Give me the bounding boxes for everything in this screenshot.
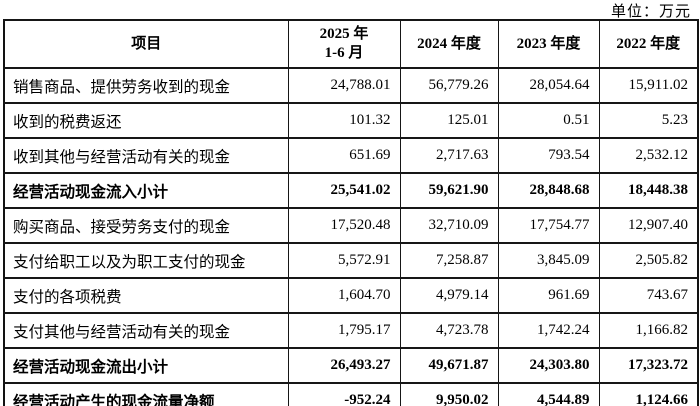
value-cell: 12,907.40 [598,207,699,244]
value-cell: 24,788.01 [287,67,401,104]
table-row-subtotal-inflow: 经营活动现金流入小计 25,541.02 59,621.90 28,848.68… [3,172,699,209]
column-header-2022: 2022 年度 [598,19,699,69]
column-header-2023: 2023 年度 [497,19,600,69]
value-cell: 24,303.80 [497,347,600,384]
table-row: 销售商品、提供劳务收到的现金 24,788.01 56,779.26 28,05… [3,67,699,104]
value-cell: 1,124.66 [598,382,699,406]
value-cell: 651.69 [287,137,401,174]
column-header-item: 项目 [3,19,289,69]
unit-label: 单位：万元 [610,4,691,20]
value-cell: 3,845.09 [497,242,600,279]
value-cell: 5,572.91 [287,242,401,279]
value-cell: 15,911.02 [598,67,699,104]
table-row: 收到的税费返还 101.32 125.01 0.51 5.23 [3,102,699,139]
value-cell: 28,054.64 [497,67,600,104]
row-item-label: 销售商品、提供劳务收到的现金 [3,67,289,104]
value-cell: 1,742.24 [497,312,600,349]
value-cell: 4,723.78 [399,312,499,349]
value-cell: -952.24 [287,382,401,406]
value-cell: 4,979.14 [399,277,499,314]
value-cell: 26,493.27 [287,347,401,384]
row-item-label: 支付的各项税费 [3,277,289,314]
value-cell: 17,323.72 [598,347,699,384]
value-cell: 17,754.77 [497,207,600,244]
value-cell: 793.54 [497,137,600,174]
value-cell: 32,710.09 [399,207,499,244]
value-cell: 125.01 [399,102,499,139]
column-header-2025h1-line1: 2025 年 [319,26,369,42]
table-row-net-cash-flow: 经营活动产生的现金流量净额 -952.24 9,950.02 4,544.89 … [3,382,699,406]
value-cell: 17,520.48 [287,207,401,244]
value-cell: 18,448.38 [598,172,699,209]
table-row-subtotal-outflow: 经营活动现金流出小计 26,493.27 49,671.87 24,303.80… [3,347,699,384]
column-header-2024: 2024 年度 [399,19,499,69]
value-cell: 743.67 [598,277,699,314]
column-header-2025h1-line2: 1-6 月 [324,45,364,61]
value-cell: 2,532.12 [598,137,699,174]
value-cell: 7,258.87 [399,242,499,279]
value-cell: 25,541.02 [287,172,401,209]
column-header-2025h1: 2025 年 1-6 月 [287,19,401,69]
row-item-label: 收到其他与经营活动有关的现金 [3,137,289,174]
table-row: 支付给职工以及为职工支付的现金 5,572.91 7,258.87 3,845.… [3,242,699,279]
header-row: 项目 2025 年 1-6 月 2024 年度 2023 年度 2022 年度 [3,19,699,69]
value-cell: 49,671.87 [399,347,499,384]
value-cell: 1,795.17 [287,312,401,349]
table-row: 支付的各项税费 1,604.70 4,979.14 961.69 743.67 [3,277,699,314]
value-cell: 1,604.70 [287,277,401,314]
value-cell: 28,848.68 [497,172,600,209]
value-cell: 0.51 [497,102,600,139]
value-cell: 1,166.82 [598,312,699,349]
cash-flow-table: 项目 2025 年 1-6 月 2024 年度 2023 年度 2022 年度 … [3,19,699,406]
value-cell: 59,621.90 [399,172,499,209]
row-item-label: 经营活动现金流出小计 [3,347,289,384]
value-cell: 2,717.63 [399,137,499,174]
table-row: 购买商品、接受劳务支付的现金 17,520.48 32,710.09 17,75… [3,207,699,244]
row-item-label: 支付给职工以及为职工支付的现金 [3,242,289,279]
value-cell: 961.69 [497,277,600,314]
row-item-label: 经营活动产生的现金流量净额 [3,382,289,406]
value-cell: 9,950.02 [399,382,499,406]
row-item-label: 经营活动现金流入小计 [3,172,289,209]
row-item-label: 购买商品、接受劳务支付的现金 [3,207,289,244]
value-cell: 5.23 [598,102,699,139]
value-cell: 101.32 [287,102,401,139]
value-cell: 56,779.26 [399,67,499,104]
row-item-label: 收到的税费返还 [3,102,289,139]
value-cell: 4,544.89 [497,382,600,406]
table-row: 支付其他与经营活动有关的现金 1,795.17 4,723.78 1,742.2… [3,312,699,349]
row-item-label: 支付其他与经营活动有关的现金 [3,312,289,349]
value-cell: 2,505.82 [598,242,699,279]
table-row: 收到其他与经营活动有关的现金 651.69 2,717.63 793.54 2,… [3,137,699,174]
